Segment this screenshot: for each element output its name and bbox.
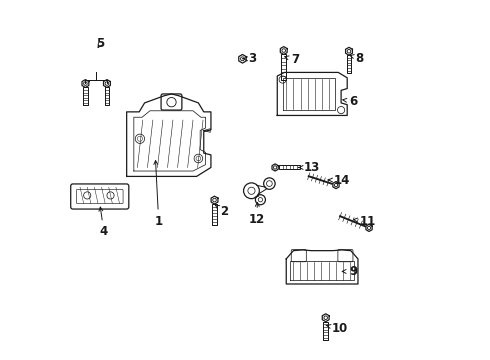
Text: 1: 1: [154, 161, 163, 228]
Text: 14: 14: [328, 174, 350, 186]
Text: 4: 4: [99, 207, 108, 238]
Text: 9: 9: [342, 265, 357, 278]
Text: 8: 8: [350, 51, 364, 64]
Text: 5: 5: [96, 37, 104, 50]
Text: 13: 13: [298, 161, 320, 174]
Text: 3: 3: [243, 52, 257, 65]
Text: 10: 10: [326, 322, 348, 335]
Text: 7: 7: [285, 53, 299, 66]
Text: 12: 12: [248, 203, 265, 226]
Text: 6: 6: [343, 95, 357, 108]
Text: 11: 11: [354, 215, 376, 228]
Text: 2: 2: [215, 205, 229, 218]
